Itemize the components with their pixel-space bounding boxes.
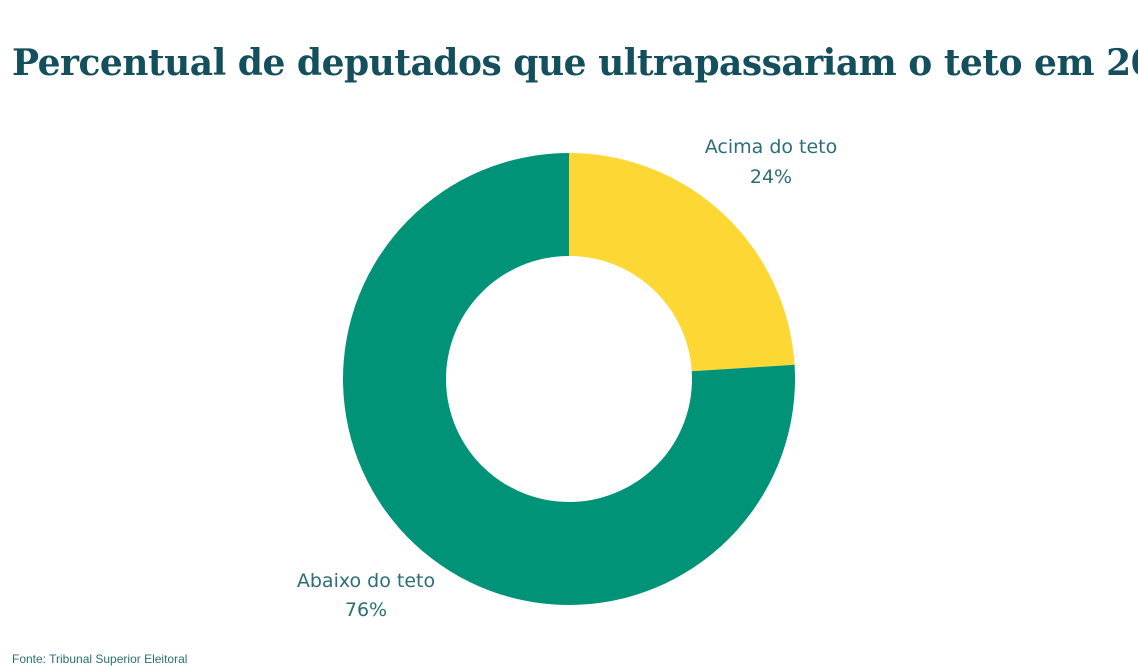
donut-slices xyxy=(342,153,795,605)
slice-label-above-value: 24% xyxy=(750,166,792,188)
slice-label-above-name: Acima do teto xyxy=(705,136,838,158)
slice-label-below-value: 76% xyxy=(345,599,387,621)
source-note: Fonte: Tribunal Superior Eleitoral xyxy=(12,652,188,666)
slice-label-above: Acima do teto 24% xyxy=(705,136,838,188)
slice-below-teto xyxy=(342,153,795,605)
slice-label-below-name: Abaixo do teto xyxy=(297,570,435,592)
slice-label-below: Abaixo do teto 76% xyxy=(297,570,435,621)
slice-above-teto xyxy=(569,153,795,372)
chart-title: Percentual de deputados que ultrapassari… xyxy=(12,42,1138,84)
